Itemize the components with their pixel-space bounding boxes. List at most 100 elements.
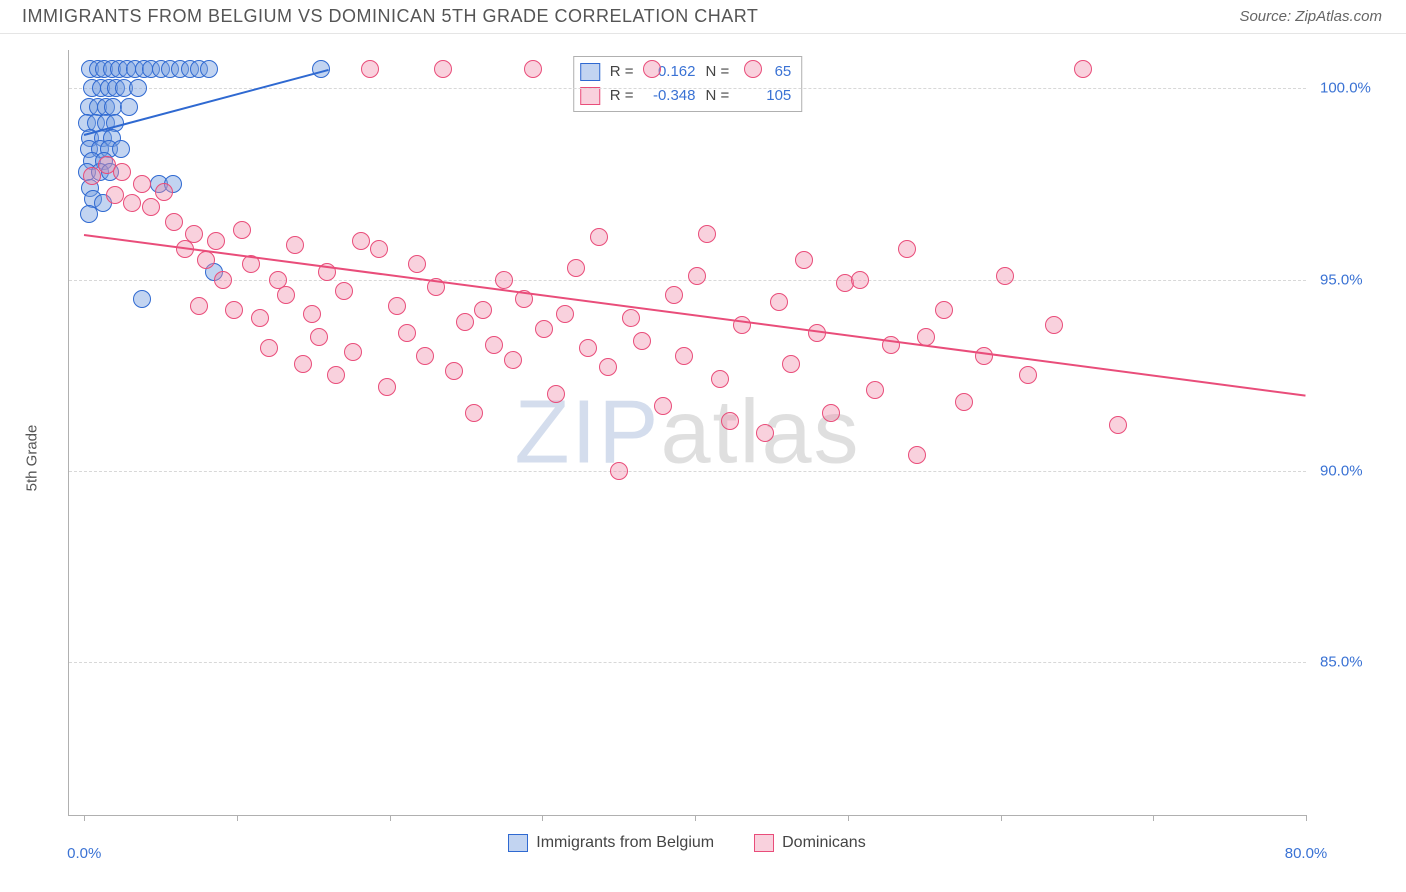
data-point [286, 236, 304, 254]
data-point [698, 225, 716, 243]
data-point [112, 140, 130, 158]
data-point [142, 198, 160, 216]
data-point [1109, 416, 1127, 434]
data-point [190, 297, 208, 315]
data-point [123, 194, 141, 212]
data-point [474, 301, 492, 319]
data-point [744, 60, 762, 78]
data-point [225, 301, 243, 319]
data-point [398, 324, 416, 342]
x-tick-mark [237, 815, 238, 821]
data-point [556, 305, 574, 323]
data-point [866, 381, 884, 399]
data-point [445, 362, 463, 380]
data-point [495, 271, 513, 289]
data-point [822, 404, 840, 422]
x-tick-mark [1306, 815, 1307, 821]
y-axis-label: 5th Grade [24, 425, 41, 492]
x-tick-mark [848, 815, 849, 821]
data-point [633, 332, 651, 350]
data-point [83, 167, 101, 185]
chart-source: Source: ZipAtlas.com [1239, 8, 1382, 25]
data-point [975, 347, 993, 365]
data-point [133, 290, 151, 308]
watermark: ZIPatlas [514, 381, 860, 484]
data-point [688, 267, 706, 285]
data-point [1045, 316, 1063, 334]
gridline [69, 280, 1306, 281]
data-point [129, 79, 147, 97]
data-point [120, 98, 138, 116]
data-point [622, 309, 640, 327]
y-tick-label: 100.0% [1320, 80, 1371, 97]
data-point [361, 60, 379, 78]
data-point [310, 328, 328, 346]
data-point [370, 240, 388, 258]
data-point [133, 175, 151, 193]
gridline [69, 471, 1306, 472]
x-tick-mark [390, 815, 391, 821]
data-point [327, 366, 345, 384]
data-point [996, 267, 1014, 285]
data-point [610, 462, 628, 480]
gridline [69, 662, 1306, 663]
data-point [535, 320, 553, 338]
data-point [388, 297, 406, 315]
legend-label-dominicans: Dominicans [782, 834, 866, 852]
x-tick-mark [695, 815, 696, 821]
data-point [643, 60, 661, 78]
bottom-legend: Immigrants from Belgium Dominicans [68, 834, 1306, 852]
data-point [185, 225, 203, 243]
data-point [378, 378, 396, 396]
chart-title: IMMIGRANTS FROM BELGIUM VS DOMINICAN 5TH… [22, 6, 758, 27]
data-point [665, 286, 683, 304]
data-point [756, 424, 774, 442]
data-point [567, 259, 585, 277]
data-point [898, 240, 916, 258]
data-point [260, 339, 278, 357]
legend-label-belgium: Immigrants from Belgium [536, 834, 714, 852]
data-point [456, 313, 474, 331]
data-point [590, 228, 608, 246]
data-point [721, 412, 739, 430]
x-tick-mark [1001, 815, 1002, 821]
data-point [782, 355, 800, 373]
stats-legend-box: R = 0.162 N = 65 R = -0.348 N = 105 [573, 56, 803, 112]
data-point [955, 393, 973, 411]
data-point [233, 221, 251, 239]
data-point [599, 358, 617, 376]
legend-item-belgium: Immigrants from Belgium [508, 834, 714, 852]
chart-area: 5th Grade ZIPatlas R = 0.162 N = 65 R = … [22, 44, 1382, 872]
data-point [335, 282, 353, 300]
data-point [908, 446, 926, 464]
swatch-dominicans [580, 87, 600, 105]
data-point [579, 339, 597, 357]
data-point [214, 271, 232, 289]
data-point [294, 355, 312, 373]
y-tick-label: 90.0% [1320, 462, 1363, 479]
legend-swatch-belgium [508, 834, 528, 852]
data-point [165, 213, 183, 231]
data-point [197, 251, 215, 269]
x-tick-mark [542, 815, 543, 821]
data-point [251, 309, 269, 327]
legend-swatch-dominicans [754, 834, 774, 852]
chart-header: IMMIGRANTS FROM BELGIUM VS DOMINICAN 5TH… [0, 0, 1406, 34]
data-point [344, 343, 362, 361]
x-tick-mark [84, 815, 85, 821]
data-point [80, 205, 98, 223]
data-point [155, 183, 173, 201]
data-point [524, 60, 542, 78]
data-point [851, 271, 869, 289]
data-point [882, 336, 900, 354]
data-point [277, 286, 295, 304]
y-tick-label: 85.0% [1320, 654, 1363, 671]
data-point [654, 397, 672, 415]
data-point [408, 255, 426, 273]
data-point [795, 251, 813, 269]
data-point [547, 385, 565, 403]
data-point [675, 347, 693, 365]
data-point [935, 301, 953, 319]
swatch-belgium [580, 63, 600, 81]
plot-region: ZIPatlas R = 0.162 N = 65 R = -0.348 N =… [68, 50, 1306, 816]
